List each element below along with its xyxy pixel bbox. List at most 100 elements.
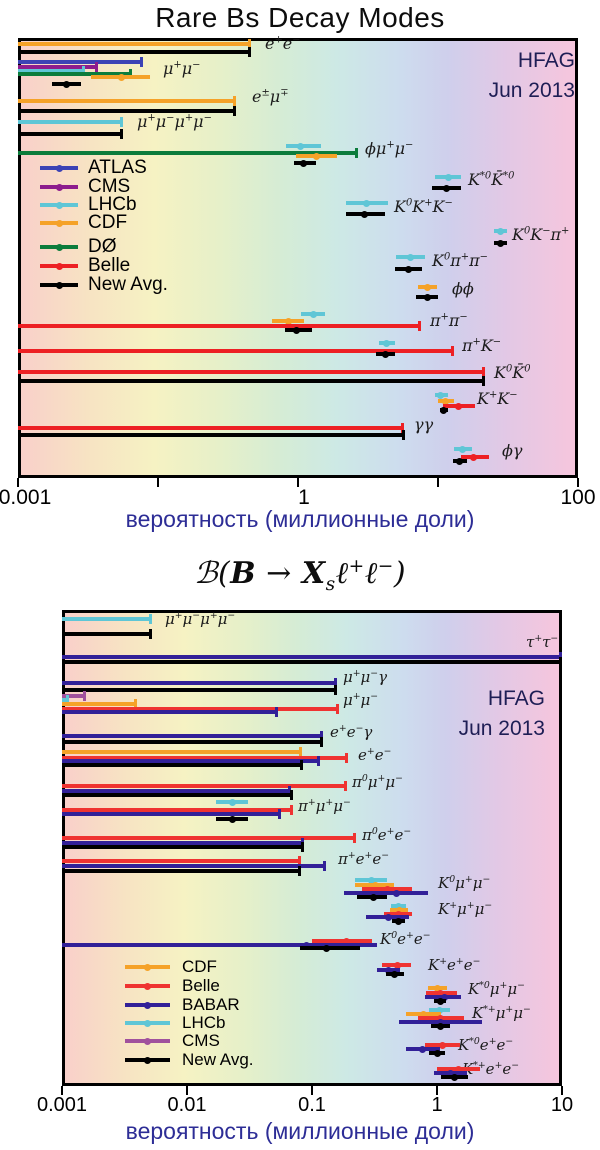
limit-bar-Avg: [62, 632, 151, 636]
central-value-dot: [438, 1041, 446, 1049]
legend-label-Belle: Belle: [88, 255, 131, 276]
legend-label-LHCb: LHCb: [88, 194, 137, 215]
central-value-dot: [385, 966, 393, 974]
limit-bar-BABAR: [62, 710, 277, 714]
decay-mode-label: e±μ∓: [252, 87, 289, 106]
legend-dot-LHCb: [144, 1019, 151, 1027]
limit-bar-Avg: [62, 793, 292, 797]
limit-cap: [148, 614, 152, 624]
central-value-dot: [285, 317, 293, 325]
legend-label-BABAR: BABAR: [182, 995, 240, 1014]
central-value-dot: [392, 889, 400, 897]
limit-cap: [247, 39, 251, 49]
chart2-title: ℬ(B → Xsℓ+ℓ−): [193, 556, 407, 595]
central-value-dot: [437, 1014, 445, 1022]
legend-label-CDF: CDF: [88, 212, 128, 233]
axis-tick-label: 1: [298, 486, 310, 509]
central-value-dot: [447, 1069, 455, 1077]
limit-cap: [65, 695, 69, 705]
limit-cap: [481, 376, 485, 386]
limit-cap: [301, 842, 305, 852]
axis-tick: [186, 1086, 188, 1095]
central-value-dot: [369, 893, 377, 901]
central-value-dot: [433, 984, 441, 992]
axis-tick-label: 10: [550, 1094, 574, 1116]
legend-dot-LHCb: [55, 201, 63, 209]
central-value-dot: [437, 1018, 445, 1026]
limit-bar-Belle: [62, 707, 338, 711]
limit-cap: [275, 707, 278, 717]
limit-cap: [134, 699, 138, 709]
range-bar-Belle: [312, 939, 372, 943]
decay-mode-label: K+e+e−: [428, 956, 481, 974]
decay-mode-label: μ+μ−: [163, 59, 201, 78]
limit-cap: [298, 866, 302, 876]
limit-cap: [320, 737, 324, 747]
legend-dot-ATLAS: [55, 164, 63, 172]
central-value-dot: [436, 989, 444, 997]
limit-bar-Belle: [18, 426, 403, 430]
limit-bar-CDF: [18, 42, 250, 46]
limit-bar-Avg: [18, 379, 484, 383]
legend-label-CMS: CMS: [88, 176, 131, 197]
limit-bar-CMS: [18, 65, 97, 69]
axis-tick-label: 1: [431, 1094, 443, 1116]
axis-tick-label: 0.001: [36, 1094, 88, 1116]
decay-mode-label: e+e−γ: [330, 723, 373, 741]
limit-bar-Avg: [18, 433, 404, 437]
limit-bar-Belle: [62, 859, 300, 863]
axis-tick: [157, 478, 159, 487]
limit-bar-CDF: [18, 99, 235, 103]
legend-label-ATLAS: ATLAS: [88, 157, 147, 178]
central-value-dot: [497, 239, 505, 247]
central-value-dot: [383, 885, 391, 893]
legend-dot-D0: [55, 243, 63, 251]
decay-mode-label: K0K−π+: [512, 225, 570, 244]
chart1-watermark: HFAG Jun 2013: [489, 46, 575, 106]
decay-mode-label: μ+μ−μ+μ−: [165, 610, 236, 628]
decay-mode-label: K*0e+e−: [458, 1036, 514, 1054]
limit-cap: [322, 861, 326, 871]
central-value-dot: [459, 445, 467, 453]
limit-bar-Avg: [62, 869, 300, 873]
legend-label-Avg: New Avg.: [88, 274, 168, 295]
decay-mode-label: K*0K̄*0: [468, 170, 515, 189]
central-value-dot: [297, 142, 305, 150]
limit-cap: [451, 346, 455, 356]
limit-cap: [300, 760, 304, 770]
decay-mode-label: K+K−: [477, 389, 518, 408]
central-value-dot: [442, 184, 450, 192]
axis-tick: [437, 478, 439, 487]
limit-bar-Avg: [18, 109, 235, 113]
offscale-bar-BABAR: [62, 655, 562, 659]
decay-mode-label: K0π+π−: [432, 251, 488, 270]
limit-cap: [290, 790, 294, 800]
legend-dot-CMS: [55, 183, 63, 191]
limit-cap: [287, 786, 291, 796]
limit-bar-BABAR: [62, 812, 280, 816]
central-value-dot: [455, 457, 463, 465]
central-value-dot: [300, 159, 308, 167]
axis-tick: [311, 1086, 313, 1095]
legend-label-D0: DØ: [88, 236, 117, 257]
decay-mode-label: ϕϕ: [452, 279, 474, 298]
central-value-dot: [405, 265, 413, 273]
range-bar-BABAR: [343, 891, 429, 895]
limit-cap: [120, 129, 124, 139]
limit-cap: [336, 704, 339, 714]
central-value-dot: [437, 391, 445, 399]
limit-bar-LHCb: [18, 120, 122, 124]
central-value-dot: [292, 326, 300, 334]
central-value-dot: [454, 402, 462, 410]
central-value-dot: [395, 906, 403, 914]
limit-cap: [95, 62, 99, 72]
central-value-dot: [450, 1073, 458, 1081]
limit-bar-BABAR: [62, 789, 290, 793]
central-value-dot: [497, 227, 505, 235]
central-value-dot: [454, 1065, 462, 1073]
limit-bar-Belle: [18, 370, 484, 374]
central-value-dot: [391, 970, 399, 978]
central-value-dot: [440, 406, 448, 414]
watermark-date: Jun 2013: [488, 79, 575, 102]
decay-mode-label: π0μ+μ−: [352, 773, 403, 791]
